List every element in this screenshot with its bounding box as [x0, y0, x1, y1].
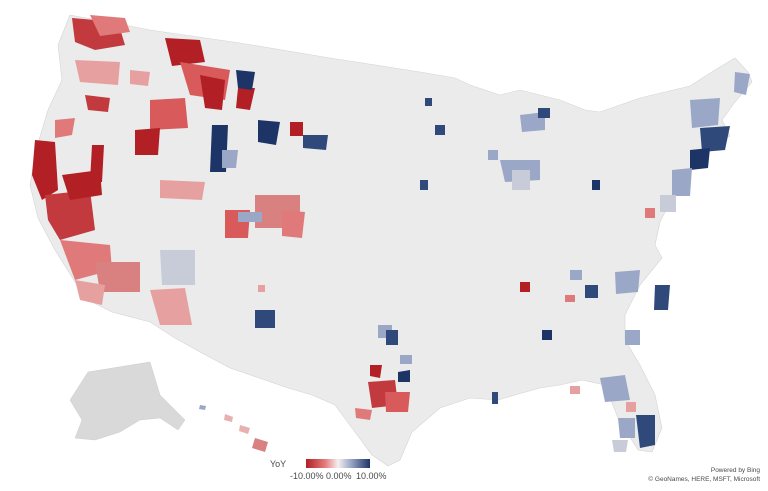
county-cluster-texas [355, 325, 412, 420]
county-cluster-mountain-west [210, 70, 328, 172]
legend-max-label: 10.00% [356, 471, 387, 481]
county-cluster-northwest [55, 15, 303, 155]
county-cluster-florida [600, 375, 655, 452]
county-cluster-california [32, 140, 205, 325]
legend-min-label: -10.00% [290, 471, 324, 481]
legend-gradient-bar [306, 459, 370, 468]
powered-by-text: Powered by Bing [710, 467, 760, 474]
county-cluster-northeast [645, 72, 750, 218]
county-cluster-southwest [160, 195, 305, 328]
color-legend: YoY -10.00% 0.00% 10.00% [270, 455, 420, 485]
map-credits: Powered by Bing © GeoNames, HERE, MSFT, … [648, 466, 760, 484]
us-landmass [29, 14, 753, 467]
county-cluster-midwest [420, 98, 600, 190]
legend-mid-label: 0.00% [326, 471, 352, 481]
copyright-text: © GeoNames, HERE, MSFT, Microsoft [648, 476, 760, 483]
legend-title: YoY [270, 459, 287, 469]
alaska [69, 361, 186, 441]
county-cluster-southeast [492, 270, 670, 404]
hawaii [199, 405, 268, 452]
